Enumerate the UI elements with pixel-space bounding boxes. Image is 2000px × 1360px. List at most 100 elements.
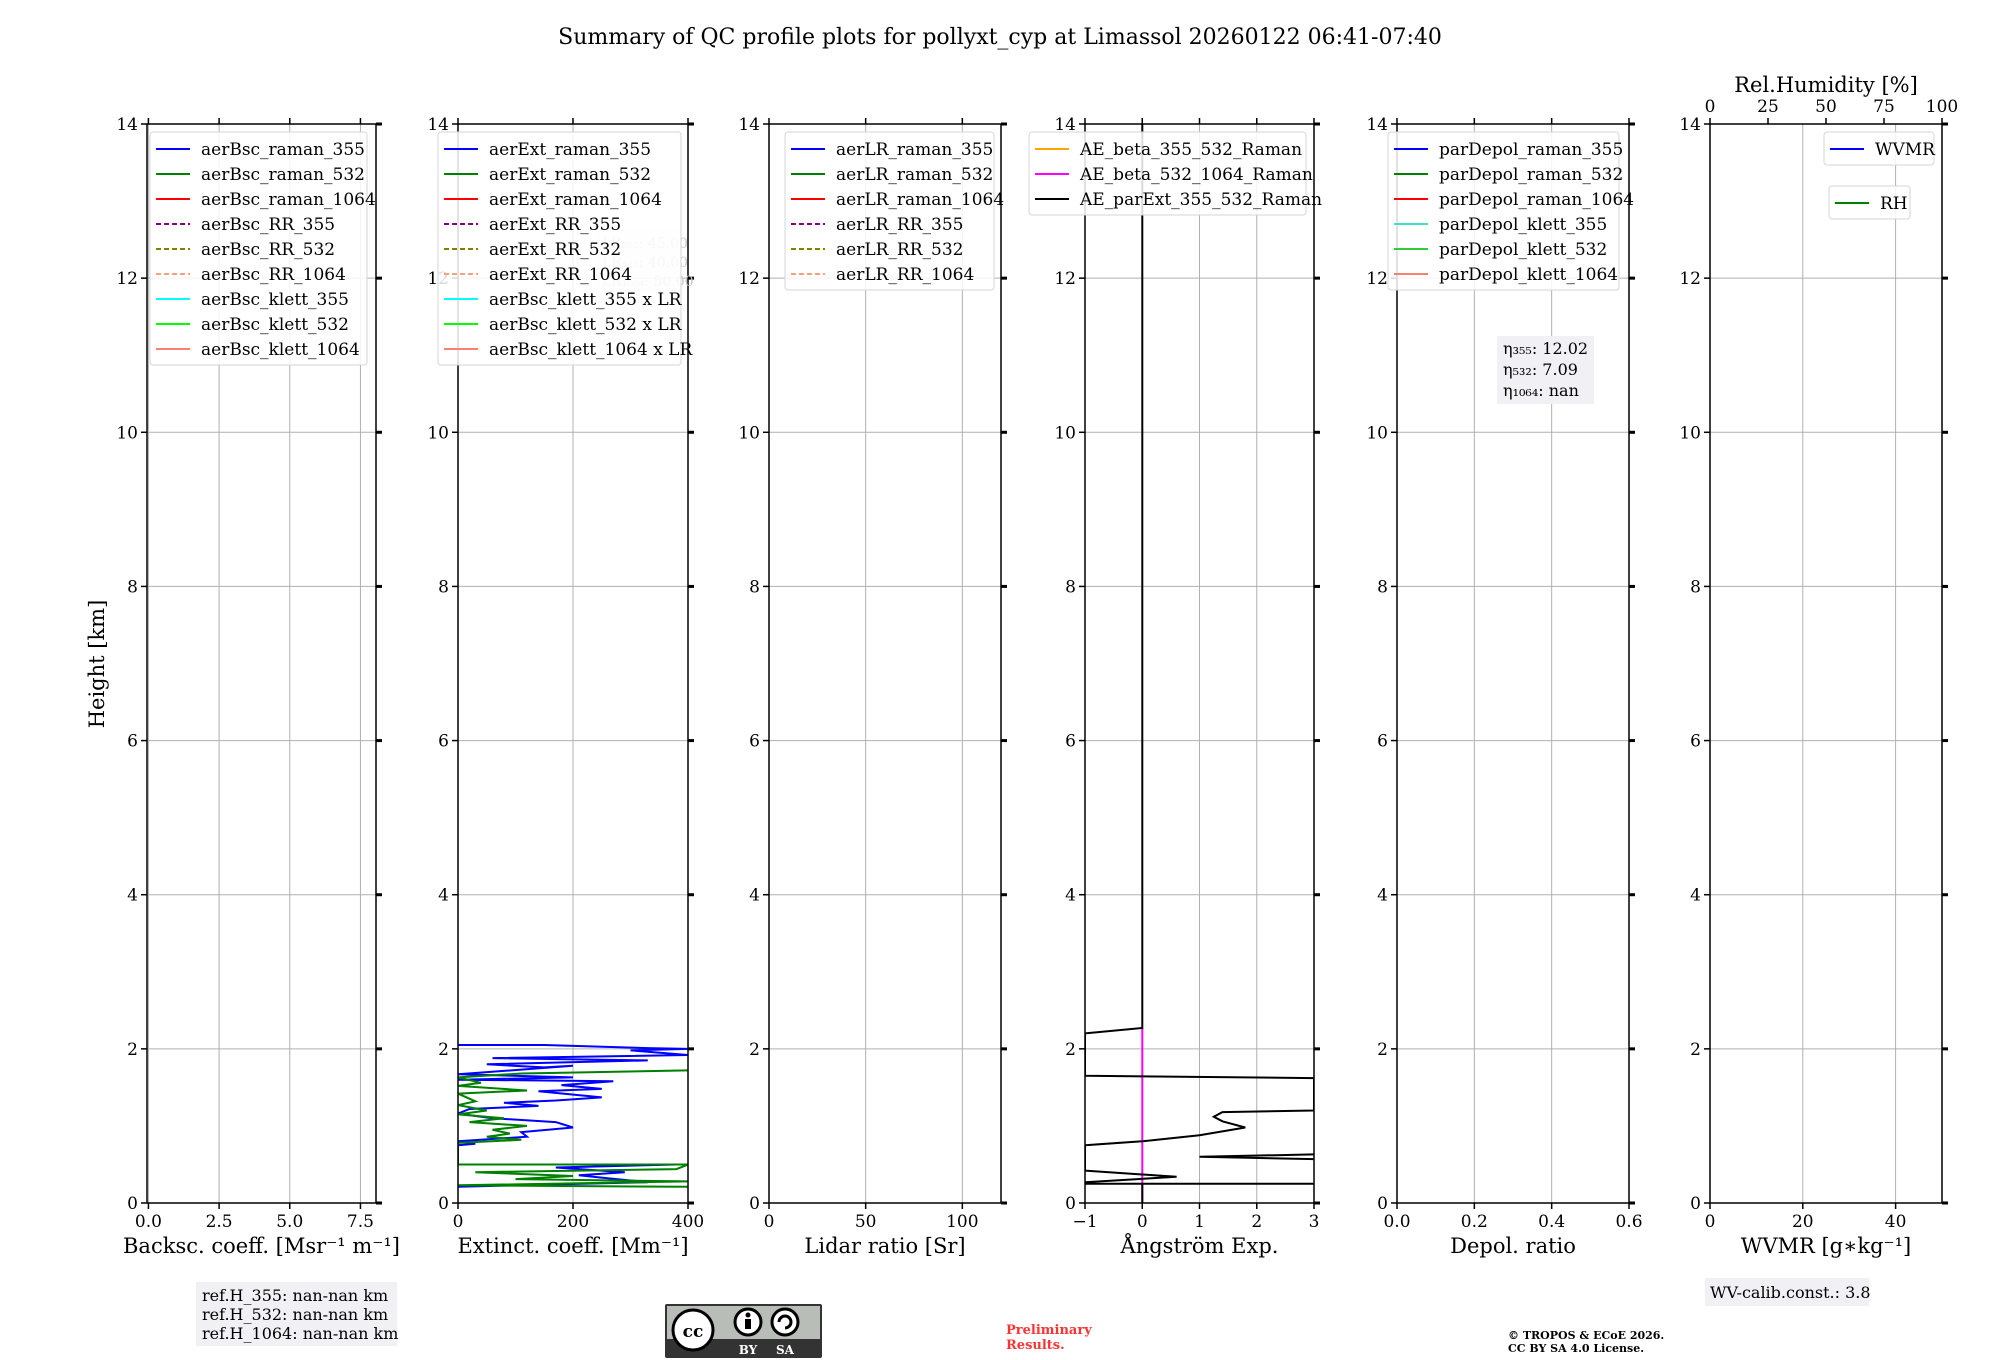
y-tick-label: 0	[749, 1194, 760, 1214]
y-tick-label: 12	[1679, 269, 1701, 289]
legend-label: parDepol_klett_355	[1439, 215, 1607, 235]
legend-label: AE_beta_532_1064_Raman	[1079, 165, 1313, 185]
y-tick-label: 2	[749, 1040, 760, 1060]
ref-height-box-bg	[196, 1282, 397, 1346]
series-line-AE_parExt_355_532_Raman	[1085, 124, 1314, 1203]
ref-height-1064: ref.H_1064: nan-nan km	[202, 1324, 398, 1343]
series-line-AE_parExt_355_532_Raman	[1199, 1153, 1314, 1161]
y-tick-label: 14	[1679, 115, 1701, 135]
x-tick-label: 0	[764, 1212, 775, 1232]
top-x-axis-label: Rel.Humidity [%]	[1734, 73, 1918, 97]
legend-label: aerBsc_klett_1064 x LR	[489, 340, 693, 360]
legend-label: aerLR_raman_355	[836, 140, 993, 160]
ref-height-box: ref.H_355: nan-nan km ref.H_532: nan-nan…	[196, 1282, 398, 1346]
legend-label: aerBsc_RR_1064	[201, 265, 346, 285]
x-tick-label: 50	[855, 1212, 877, 1232]
figure-title: Summary of QC profile plots for pollyxt_…	[558, 25, 1442, 50]
legend: AE_beta_355_532_Raman AE_beta_532_1064_Ra…	[1028, 131, 1322, 216]
annotation-line: η₁₀₆₄: nan	[1503, 381, 1579, 400]
legend-label: parDepol_klett_1064	[1439, 265, 1618, 285]
y-tick-label: 8	[1690, 577, 1701, 597]
top-x-tick-label: 0	[1705, 97, 1716, 117]
legend-rh: RH	[1828, 185, 1911, 220]
legend-label: aerBsc_klett_532 x LR	[489, 315, 683, 335]
y-tick-label: 6	[1377, 732, 1388, 752]
y-tick-label: 0	[127, 1194, 138, 1214]
copyright-line2: CC BY SA 4.0 License.	[1508, 1342, 1644, 1355]
top-x-tick-label: 75	[1873, 97, 1895, 117]
legend-label: aerExt_raman_532	[489, 165, 651, 185]
x-tick-label: 0.0	[135, 1212, 162, 1232]
y-tick-label: 12	[738, 269, 760, 289]
legend-label: aerLR_raman_532	[836, 165, 993, 185]
copyright-line1: © TROPOS & ECoE 2026.	[1508, 1329, 1664, 1342]
x-tick-label: 0	[1705, 1212, 1716, 1232]
legend-frame	[784, 131, 995, 291]
x-tick-label: 0	[1137, 1212, 1148, 1232]
y-tick-label: 0	[1377, 1194, 1388, 1214]
ref-height-355: ref.H_355: nan-nan km	[202, 1286, 388, 1305]
y-tick-label: 10	[1054, 423, 1076, 443]
y-tick-label: 10	[738, 423, 760, 443]
y-tick-label: 12	[116, 269, 138, 289]
legend: WVMR	[1823, 131, 1936, 166]
y-tick-label: 6	[1690, 732, 1701, 752]
x-tick-label: 3	[1309, 1212, 1320, 1232]
ref-height-532: ref.H_532: nan-nan km	[202, 1305, 388, 1324]
x-axis-label: Depol. ratio	[1450, 1234, 1576, 1258]
x-tick-label: 5.0	[276, 1212, 303, 1232]
top-x-tick-label: 50	[1815, 97, 1837, 117]
legend-frame	[1387, 131, 1620, 291]
legend-frame	[1028, 131, 1307, 216]
legend-label: aerBsc_klett_355 x LR	[489, 290, 683, 310]
cc-license-logo: cc BY SA	[665, 1304, 822, 1358]
y-tick-label: 2	[1377, 1040, 1388, 1060]
y-tick-label: 6	[127, 732, 138, 752]
share-alike-icon	[770, 1307, 800, 1337]
x-axis-label: Backsc. coeff. [Msr⁻¹ m⁻¹]	[123, 1234, 400, 1258]
y-tick-label: 12	[1054, 269, 1076, 289]
x-tick-label: 2	[1251, 1212, 1262, 1232]
legend-label: aerBsc_raman_1064	[201, 190, 376, 210]
legend-label: parDepol_raman_355	[1439, 140, 1623, 160]
x-tick-label: −1	[1072, 1212, 1097, 1232]
legend-label: parDepol_raman_532	[1439, 165, 1623, 185]
y-tick-label: 10	[1679, 423, 1701, 443]
legend-label: aerLR_raman_1064	[836, 190, 1004, 210]
legend: aerBsc_raman_355 aerBsc_raman_532 aerBsc_r…	[149, 131, 376, 366]
preliminary-text-line2: Results.	[1006, 1338, 1065, 1353]
x-tick-label: 7.5	[347, 1212, 374, 1232]
legend-label: aerExt_raman_1064	[489, 190, 662, 210]
y-tick-label: 12	[1366, 269, 1388, 289]
x-tick-label: 200	[557, 1212, 589, 1232]
x-tick-label: 100	[946, 1212, 978, 1232]
y-tick-label: 14	[427, 115, 449, 135]
legend-frame	[437, 131, 682, 366]
legend-frame	[1823, 131, 1935, 166]
legend-label: AE_beta_355_532_Raman	[1079, 140, 1302, 160]
cc-by-text: BY	[739, 1343, 758, 1357]
legend-label: aerExt_RR_355	[489, 215, 621, 235]
y-tick-label: 6	[438, 732, 449, 752]
y-tick-label: 4	[1690, 886, 1701, 906]
y-tick-label: 10	[116, 423, 138, 443]
y-tick-label: 2	[127, 1040, 138, 1060]
annotation-line: η₅₃₂: 7.09	[1503, 360, 1578, 379]
legend-label: aerLR_RR_532	[836, 240, 963, 260]
legend-label: aerExt_raman_355	[489, 140, 651, 160]
series-line-aerExt_raman_532	[458, 1069, 688, 1188]
y-tick-label: 2	[1065, 1040, 1076, 1060]
x-axis-label: Ångström Exp.	[1120, 1233, 1279, 1258]
x-tick-label: 0.4	[1538, 1212, 1565, 1232]
cc-logo-text: cc	[683, 1322, 704, 1342]
preliminary-text-line1: Preliminary	[1006, 1323, 1092, 1338]
y-tick-label: 8	[438, 577, 449, 597]
annotation-line: η₃₅₅: 12.02	[1503, 339, 1588, 358]
legend-label: aerExt_RR_532	[489, 240, 621, 260]
y-tick-label: 10	[427, 423, 449, 443]
y-tick-label: 4	[1377, 886, 1388, 906]
